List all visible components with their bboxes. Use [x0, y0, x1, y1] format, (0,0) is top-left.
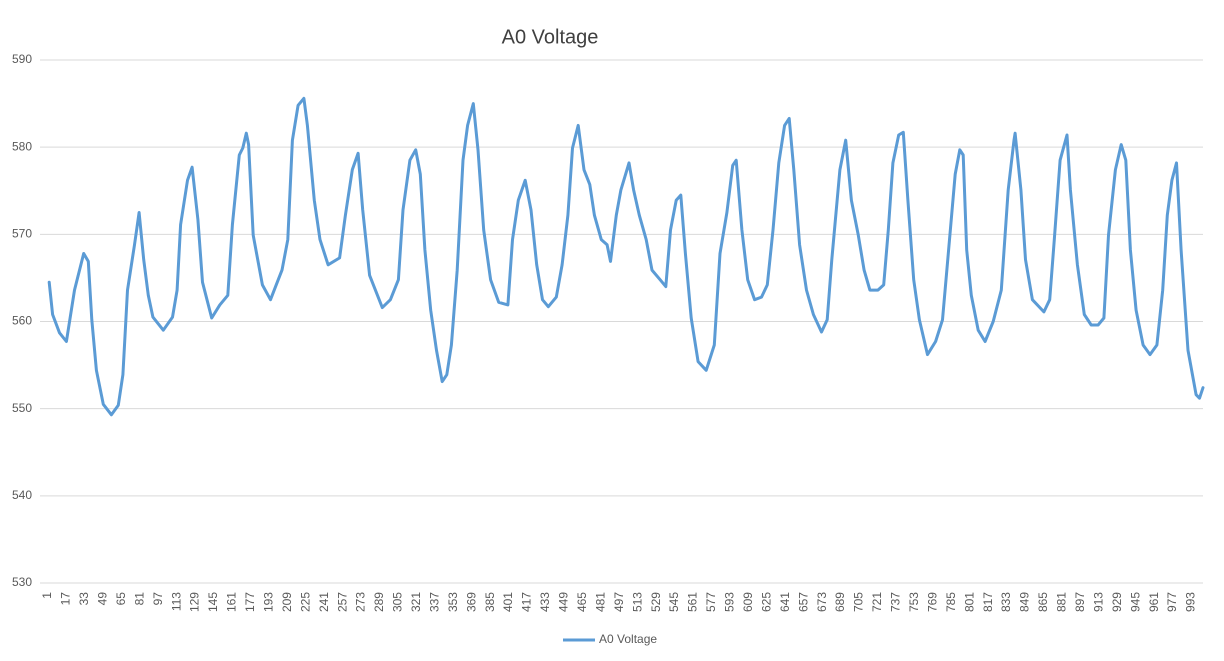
x-tick-label: 417: [520, 592, 534, 612]
chart-title: A0 Voltage: [502, 26, 599, 48]
x-tick-label: 209: [280, 592, 294, 612]
x-tick-label: 465: [575, 592, 589, 612]
x-tick-label: 321: [409, 592, 423, 612]
x-tick-label: 673: [815, 592, 829, 612]
x-tick-label: 561: [686, 592, 700, 612]
x-tick-label: 353: [446, 592, 460, 612]
x-tick-label: 241: [317, 592, 331, 612]
x-tick-label: 369: [464, 592, 478, 612]
x-tick-label: 577: [704, 592, 718, 612]
x-tick-label: 17: [59, 592, 73, 606]
y-tick-label: 580: [12, 139, 32, 153]
y-tick-label: 560: [12, 314, 32, 328]
x-tick-label: 833: [999, 592, 1013, 612]
x-tick-label: 609: [741, 592, 755, 612]
x-tick-label: 1: [40, 592, 54, 599]
x-tick-label: 705: [852, 592, 866, 612]
x-tick-label: 993: [1184, 592, 1198, 612]
x-tick-label: 865: [1036, 592, 1050, 612]
x-tick-label: 305: [391, 592, 405, 612]
x-tick-label: 337: [427, 592, 441, 612]
y-tick-label: 540: [12, 488, 32, 502]
x-tick-label: 129: [188, 592, 202, 612]
x-tick-label: 721: [870, 592, 884, 612]
y-tick-label: 570: [12, 227, 32, 241]
series-line: [47, 96, 1205, 417]
x-tick-label: 545: [667, 592, 681, 612]
x-tick-label: 433: [538, 592, 552, 612]
x-tick-label: 945: [1128, 592, 1142, 612]
x-tick-label: 625: [759, 592, 773, 612]
x-tick-label: 145: [206, 592, 220, 612]
x-tick-label: 257: [335, 592, 349, 612]
x-tick-label: 449: [557, 592, 571, 612]
y-tick-label: 530: [12, 575, 32, 589]
x-tick-label: 849: [1018, 592, 1032, 612]
x-tick-label: 81: [132, 592, 146, 606]
x-tick-label: 881: [1055, 592, 1069, 612]
x-tick-label: 113: [169, 592, 183, 611]
x-tick-label: 193: [261, 592, 275, 612]
x-tick-label: 529: [649, 592, 663, 612]
x-tick-label: 817: [981, 592, 995, 612]
x-tick-label: 657: [796, 592, 810, 612]
x-tick-label: 689: [833, 592, 847, 612]
legend-label: A0 Voltage: [599, 632, 657, 646]
x-tick-label: 769: [925, 592, 939, 612]
x-tick-label: 497: [612, 592, 626, 612]
x-tick-label: 897: [1073, 592, 1087, 612]
x-tick-label: 385: [483, 592, 497, 612]
x-tick-label: 49: [96, 592, 110, 606]
x-tick-label: 161: [225, 592, 239, 612]
x-tick-label: 737: [889, 592, 903, 612]
x-tick-label: 97: [151, 592, 165, 606]
x-tick-label: 513: [630, 592, 644, 612]
x-tick-label: 785: [944, 592, 958, 612]
x-tick-label: 913: [1091, 592, 1105, 612]
x-tick-label: 961: [1147, 592, 1161, 612]
x-tick-label: 177: [243, 592, 257, 612]
x-tick-label: 481: [593, 592, 607, 612]
x-tick-label: 289: [372, 592, 386, 612]
x-tick-label: 801: [962, 592, 976, 612]
y-tick-label: 550: [12, 401, 32, 415]
x-tick-label: 593: [723, 592, 737, 612]
y-tick-label: 590: [12, 52, 32, 66]
x-tick-label: 65: [114, 592, 128, 606]
x-tick-label: 225: [298, 592, 312, 612]
x-tick-label: 273: [354, 592, 368, 612]
x-tick-label: 401: [501, 592, 515, 612]
x-tick-label: 929: [1110, 592, 1124, 612]
x-tick-label: 753: [907, 592, 921, 612]
x-tick-label: 33: [77, 592, 91, 606]
x-tick-label: 977: [1165, 592, 1179, 612]
x-tick-label: 641: [778, 592, 792, 612]
